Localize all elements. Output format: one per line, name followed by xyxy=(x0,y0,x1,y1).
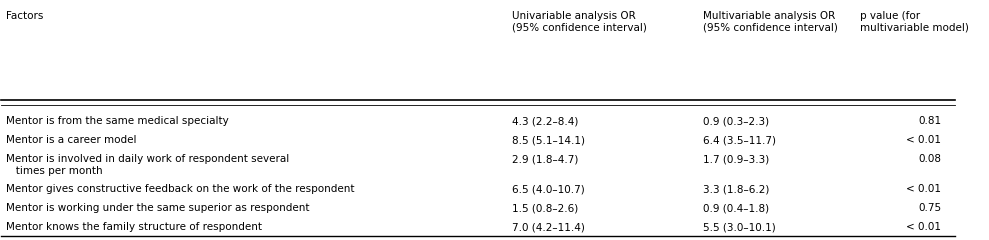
Text: p value (for
multivariable model): p value (for multivariable model) xyxy=(860,11,969,32)
Text: Mentor is working under the same superior as respondent: Mentor is working under the same superio… xyxy=(6,203,310,213)
Text: 0.9 (0.3–2.3): 0.9 (0.3–2.3) xyxy=(702,116,768,126)
Text: 1.7 (0.9–3.3): 1.7 (0.9–3.3) xyxy=(702,154,768,164)
Text: 3.3 (1.8–6.2): 3.3 (1.8–6.2) xyxy=(702,184,769,194)
Text: 6.4 (3.5–11.7): 6.4 (3.5–11.7) xyxy=(702,135,775,145)
Text: 0.9 (0.4–1.8): 0.9 (0.4–1.8) xyxy=(702,203,768,213)
Text: 1.5 (0.8–2.6): 1.5 (0.8–2.6) xyxy=(511,203,578,213)
Text: Mentor is a career model: Mentor is a career model xyxy=(6,135,136,145)
Text: 8.5 (5.1–14.1): 8.5 (5.1–14.1) xyxy=(511,135,584,145)
Text: Mentor gives constructive feedback on the work of the respondent: Mentor gives constructive feedback on th… xyxy=(6,184,355,194)
Text: Univariable analysis OR
(95% confidence interval): Univariable analysis OR (95% confidence … xyxy=(511,11,647,32)
Text: Multivariable analysis OR
(95% confidence interval): Multivariable analysis OR (95% confidenc… xyxy=(702,11,838,32)
Text: < 0.01: < 0.01 xyxy=(906,184,942,194)
Text: 2.9 (1.8–4.7): 2.9 (1.8–4.7) xyxy=(511,154,579,164)
Text: < 0.01: < 0.01 xyxy=(906,222,942,232)
Text: Mentor knows the family structure of respondent: Mentor knows the family structure of res… xyxy=(6,222,262,232)
Text: 7.0 (4.2–11.4): 7.0 (4.2–11.4) xyxy=(511,222,584,232)
Text: < 0.01: < 0.01 xyxy=(906,135,942,145)
Text: Factors: Factors xyxy=(6,11,44,21)
Text: 0.75: 0.75 xyxy=(918,203,942,213)
Text: Mentor is involved in daily work of respondent several
   times per month: Mentor is involved in daily work of resp… xyxy=(6,154,290,176)
Text: Mentor is from the same medical specialty: Mentor is from the same medical specialt… xyxy=(6,116,228,126)
Text: 6.5 (4.0–10.7): 6.5 (4.0–10.7) xyxy=(511,184,584,194)
Text: 0.81: 0.81 xyxy=(918,116,942,126)
Text: 0.08: 0.08 xyxy=(918,154,942,164)
Text: 4.3 (2.2–8.4): 4.3 (2.2–8.4) xyxy=(511,116,579,126)
Text: 5.5 (3.0–10.1): 5.5 (3.0–10.1) xyxy=(702,222,775,232)
